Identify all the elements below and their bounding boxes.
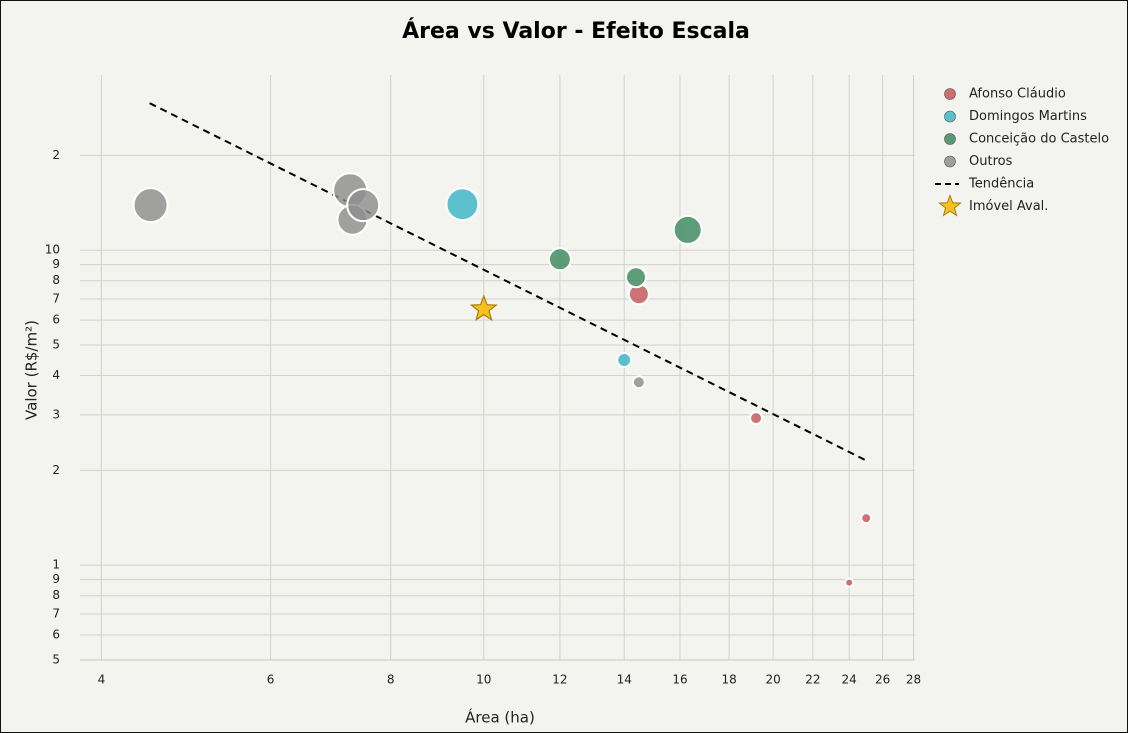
x-axis-label: Área (ha): [465, 708, 535, 727]
legend-label: Outros: [969, 154, 1013, 169]
y-tick-label: 7: [52, 292, 60, 306]
y-tick-label: 10: [45, 243, 60, 257]
y-tick-label: 2: [52, 463, 60, 477]
legend-marker: [944, 88, 956, 100]
y-tick-label: 8: [52, 273, 60, 287]
data-point: [132, 187, 169, 224]
chart-title: Área vs Valor - Efeito Escala: [402, 18, 750, 44]
y-tick-label: 6: [52, 628, 60, 642]
subject-point: [469, 294, 498, 322]
x-tick-label: 10: [476, 673, 491, 687]
y-tick-label: 2: [52, 148, 60, 162]
y-tick-label: 9: [52, 257, 60, 271]
x-tick-label: 26: [875, 673, 890, 687]
legend-marker: [944, 110, 956, 123]
data-point: [547, 247, 572, 272]
legend-marker: [944, 133, 956, 145]
data-point: [346, 188, 381, 223]
legend-label: Imóvel Aval.: [969, 199, 1048, 214]
y-tick-label: 4: [52, 368, 60, 382]
data-point: [672, 214, 703, 245]
data-point: [844, 577, 855, 588]
x-tick-label: 4: [98, 673, 106, 687]
x-tick-label: 20: [765, 673, 780, 687]
x-tick-label: 12: [552, 673, 567, 687]
x-tick-label: 6: [267, 673, 275, 687]
legend-marker: [938, 194, 962, 217]
y-tick-label: 6: [52, 313, 60, 327]
legend-marker: [944, 155, 956, 168]
y-axis-label: Valor (R$/m²): [23, 320, 41, 420]
x-tick-label: 28: [906, 673, 921, 687]
data-point: [860, 512, 873, 525]
data-point: [445, 187, 480, 222]
trend-line: [149, 102, 867, 462]
x-tick-label: 24: [842, 673, 857, 687]
x-tick-label: 16: [672, 673, 687, 687]
y-tick-label: 5: [52, 338, 60, 352]
legend-label: Conceição do Castelo: [969, 132, 1109, 147]
y-tick-label: 8: [52, 588, 60, 602]
data-point: [616, 352, 633, 369]
data-point: [624, 266, 647, 289]
legend-label: Afonso Cláudio: [969, 87, 1066, 102]
x-tick-label: 8: [387, 673, 395, 687]
x-tick-label: 22: [805, 673, 820, 687]
y-tick-label: 3: [52, 407, 60, 421]
y-tick-label: 9: [52, 572, 60, 586]
y-tick-label: 7: [52, 606, 60, 620]
data-point: [749, 411, 764, 426]
y-tick-label: 1: [52, 558, 60, 572]
legend-label: Domingos Martins: [969, 109, 1087, 124]
data-point: [631, 375, 646, 390]
legend-label: Tendência: [968, 177, 1034, 192]
x-tick-label: 14: [617, 673, 632, 687]
x-tick-label: 18: [721, 673, 736, 687]
y-tick-label: 5: [52, 653, 60, 667]
